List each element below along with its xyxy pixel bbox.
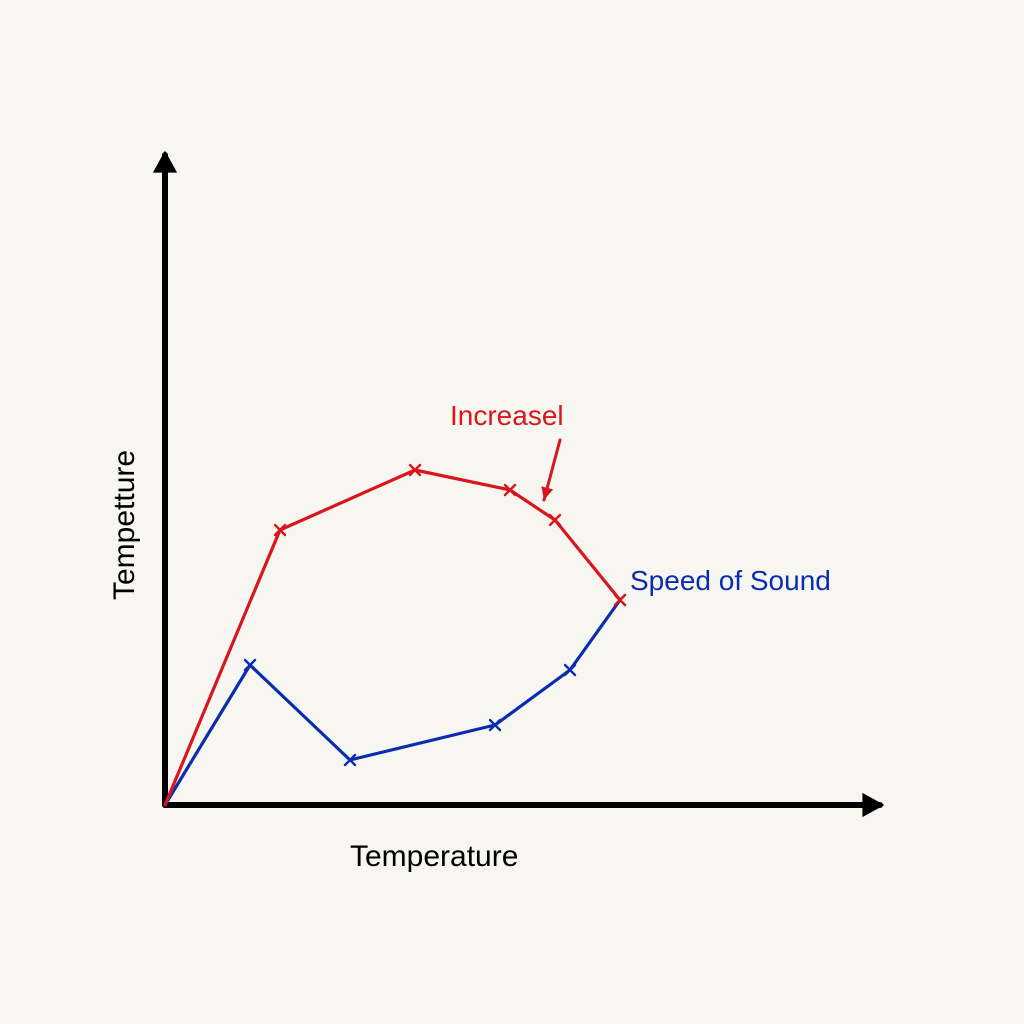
series-label-speed-of-sound: Speed of Sound bbox=[630, 565, 831, 597]
series-label-increasel: Increasel bbox=[450, 400, 564, 432]
x-axis-label: Temperature bbox=[350, 840, 518, 874]
chart-stage: Temperature Tempetture Increasel Speed o… bbox=[0, 0, 1024, 1024]
y-axis-label: Tempetture bbox=[108, 450, 142, 600]
